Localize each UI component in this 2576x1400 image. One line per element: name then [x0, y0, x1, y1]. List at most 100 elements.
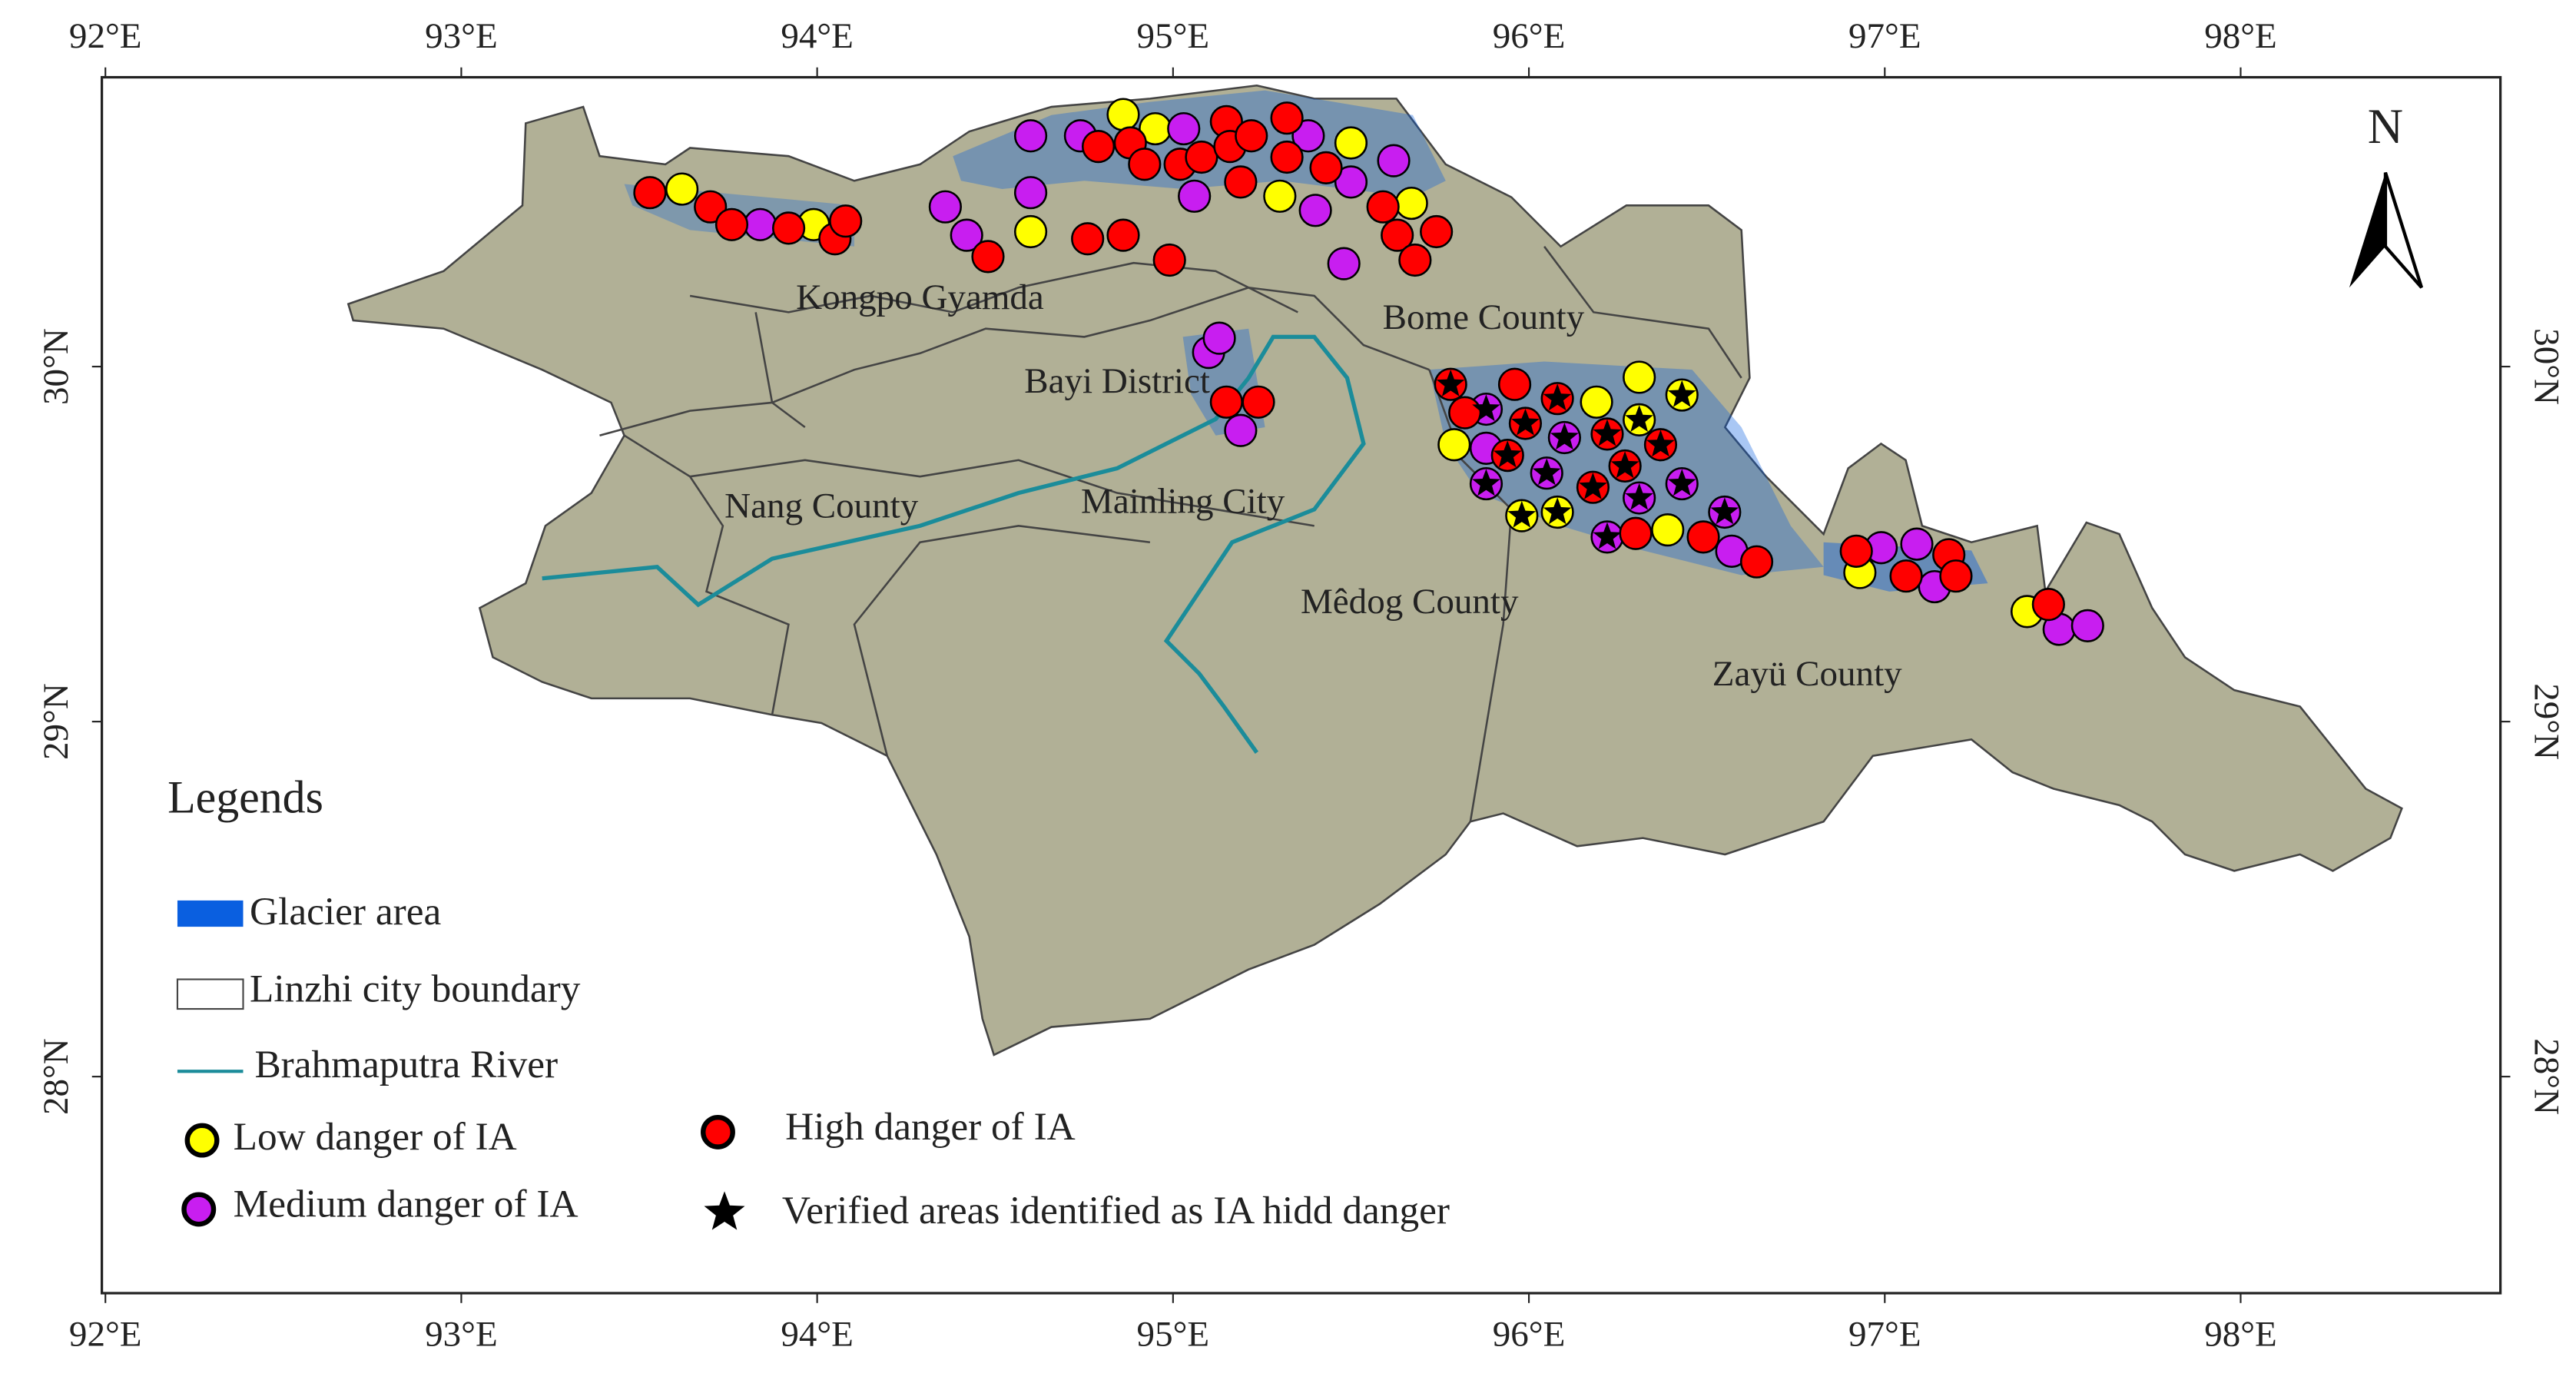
legend-marker [704, 1191, 745, 1230]
danger-point [1651, 513, 1685, 547]
danger-point [1081, 130, 1116, 164]
danger-point [1381, 218, 1414, 252]
legend-label: Glacier area [250, 890, 441, 934]
danger-point [1013, 176, 1048, 210]
verified-star [1579, 472, 1607, 499]
danger-point [1209, 385, 1243, 419]
verified-star [1593, 419, 1622, 446]
danger-point [1839, 534, 1873, 568]
verified-star [1532, 458, 1561, 486]
place-labels: Kongpo Gyamda Bome County Bayi District … [724, 277, 1902, 694]
verified-star [1507, 500, 1537, 528]
danger-point [1327, 247, 1361, 280]
danger-point [1437, 428, 1471, 462]
place-label: Zayü County [1712, 654, 1902, 694]
legend-marker [181, 1192, 217, 1227]
legend-marker [184, 1123, 220, 1158]
verified-star [1543, 383, 1572, 411]
danger-point [1178, 179, 1212, 213]
danger-point [1235, 119, 1268, 153]
legend: Legends Glacier area Linzhi city boundar… [167, 771, 581, 1086]
x-tick-label: 94°E [781, 16, 854, 56]
verified-star [1550, 423, 1579, 450]
legend-label: Linzhi city boundary [250, 967, 581, 1010]
danger-point [1152, 243, 1186, 277]
danger-point [971, 240, 1005, 274]
x-tick-label: 97°E [1848, 16, 1921, 56]
verified-star [1472, 469, 1500, 496]
place-label: Nang County [724, 486, 919, 526]
y-tick-label: 30°N [36, 328, 76, 405]
danger-point [743, 207, 777, 241]
danger-point [1366, 190, 1400, 224]
legend-glacier-swatch [177, 900, 244, 927]
danger-point [1398, 243, 1432, 277]
legend-marker [701, 1114, 735, 1150]
danger-point [1270, 140, 1304, 174]
danger-point [1263, 179, 1297, 213]
danger-point [1309, 151, 1343, 184]
danger-point [1013, 214, 1048, 249]
danger-point [1420, 214, 1454, 249]
danger-point [1889, 559, 1923, 593]
verified-star [1436, 369, 1465, 396]
danger-point [1185, 140, 1218, 174]
danger-point [1224, 165, 1258, 199]
danger-point [1106, 218, 1140, 252]
danger-point [829, 204, 863, 238]
danger-point [1106, 98, 1140, 131]
danger-point [694, 190, 728, 224]
danger-point [2031, 588, 2065, 622]
danger-point [1128, 148, 1162, 181]
y-tick-label: 29°N [2526, 683, 2566, 760]
legend-label: Brahmaputra River [254, 1043, 558, 1086]
legend-label: Medium danger of IA [234, 1183, 579, 1226]
danger-point [714, 207, 749, 241]
danger-point [1939, 559, 1973, 593]
danger-point [1686, 520, 1720, 554]
y-tick-label: 28°N [2526, 1038, 2566, 1115]
danger-point [1013, 119, 1048, 153]
legend-label: High danger of IA [785, 1105, 1076, 1149]
x-tick-label: 92°E [69, 1314, 142, 1354]
danger-point [1377, 144, 1411, 177]
place-label: Mainling City [1081, 481, 1285, 521]
place-label: Mêdog County [1301, 582, 1519, 622]
danger-point [1298, 194, 1332, 227]
danger-point [1739, 545, 1774, 579]
verified-star [1667, 469, 1696, 496]
danger-point [1291, 119, 1325, 153]
danger-point [1270, 101, 1304, 135]
legend-title: Legends [167, 771, 323, 822]
x-tick-label: 93°E [425, 16, 498, 56]
danger-point [1334, 126, 1368, 160]
verified-star [1472, 394, 1500, 422]
danger-point [665, 172, 699, 206]
y-tick-label: 30°N [2526, 328, 2566, 405]
danger-point [1202, 321, 1236, 355]
place-label: Kongpo Gyamda [796, 277, 1044, 317]
verified-star [1511, 408, 1540, 436]
x-tick-label: 95°E [1137, 16, 1210, 56]
x-tick-label: 98°E [2204, 16, 2277, 56]
legend-label: Low danger of IA [234, 1115, 517, 1159]
verified-star [1543, 497, 1572, 525]
danger-point [1167, 111, 1201, 146]
danger-point [1242, 385, 1275, 419]
danger-point [1619, 516, 1653, 550]
place-label: Bome County [1383, 297, 1585, 337]
danger-point [928, 190, 962, 224]
danger-point [1394, 186, 1428, 221]
north-arrow: N [2349, 99, 2424, 289]
verified-star [1610, 451, 1639, 479]
danger-point [633, 176, 667, 210]
x-tick-label: 95°E [1137, 1314, 1210, 1354]
legend-boundary-swatch [176, 978, 244, 1010]
danger-point [1224, 413, 1258, 447]
verified-star [1625, 483, 1653, 510]
x-tick-label: 98°E [2204, 1314, 2277, 1354]
x-tick-label: 93°E [425, 1314, 498, 1354]
danger-point [1071, 222, 1105, 256]
